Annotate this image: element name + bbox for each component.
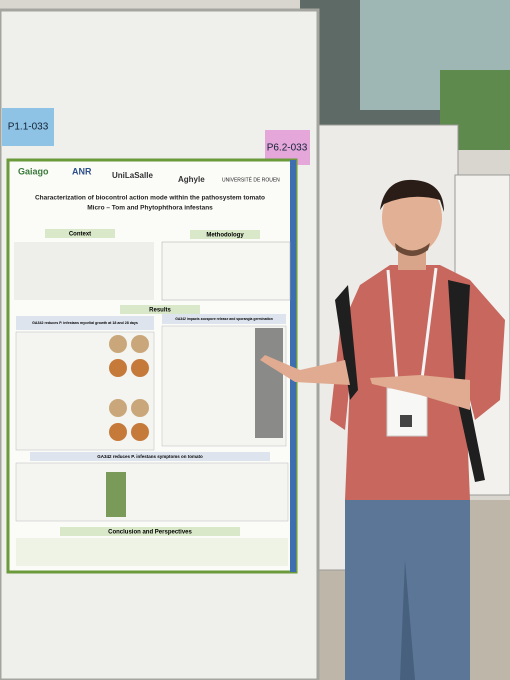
result-bar (30, 452, 270, 461)
lanyard (386, 267, 438, 396)
section-heading: Context (69, 232, 91, 238)
micrographs (255, 328, 283, 438)
plot-panel (15, 462, 289, 522)
face (382, 182, 442, 254)
arm-right (370, 375, 470, 410)
plot-panel (15, 331, 155, 451)
petri-dish (109, 359, 127, 377)
logo: ANR (72, 166, 92, 176)
petri-dish (109, 335, 127, 353)
section-bar (120, 305, 200, 314)
logo: Gaiago (18, 166, 49, 176)
diagram (161, 241, 291, 301)
leaf-photos (106, 472, 126, 517)
result-heading: GA342 reduces P. infestans symptoms on t… (97, 454, 203, 459)
logo: UniLaSalle (112, 171, 153, 180)
result-heading: GA342 reduces P. infestans mycelial grow… (32, 321, 138, 325)
section-heading: Methodology (206, 233, 244, 239)
section-heading: Results (149, 308, 171, 314)
petri-dish (131, 359, 149, 377)
logo: UNIVERSITÉ DE ROUEN (222, 176, 280, 183)
section-bar (45, 229, 115, 238)
section-heading: Conclusion and Perspectives (108, 530, 192, 536)
label-tag (2, 108, 54, 146)
jeans-seam (400, 560, 415, 680)
backpack-strap (335, 285, 358, 400)
badge-qr (400, 415, 412, 427)
petri-dish (131, 399, 149, 417)
poster-title: Characterization of biocontrol action mo… (35, 195, 265, 202)
badge (386, 387, 428, 437)
petri-dish (131, 423, 149, 441)
section-bar (190, 230, 260, 239)
result-bar (162, 314, 286, 324)
text-block (16, 538, 288, 566)
result-heading: GA342 impacts zoospore release and spora… (175, 317, 273, 321)
logo: Aghyle (178, 175, 205, 184)
text-block (14, 242, 154, 300)
board-label: P6.2-033 (267, 143, 308, 154)
petri-dish (109, 399, 127, 417)
result-bar (16, 316, 154, 330)
petri-dish (131, 335, 149, 353)
arm-left (260, 355, 350, 385)
poster-edge (290, 160, 296, 572)
board-label: P1.1-033 (8, 122, 49, 133)
petri-dish (109, 423, 127, 441)
person (260, 179, 505, 680)
section-bar (60, 527, 240, 536)
backpack-strap (448, 280, 485, 482)
poster-subtitle: Micro – Tom and Phytophthora infestans (87, 205, 213, 212)
hair (380, 179, 444, 212)
beard (395, 243, 430, 256)
